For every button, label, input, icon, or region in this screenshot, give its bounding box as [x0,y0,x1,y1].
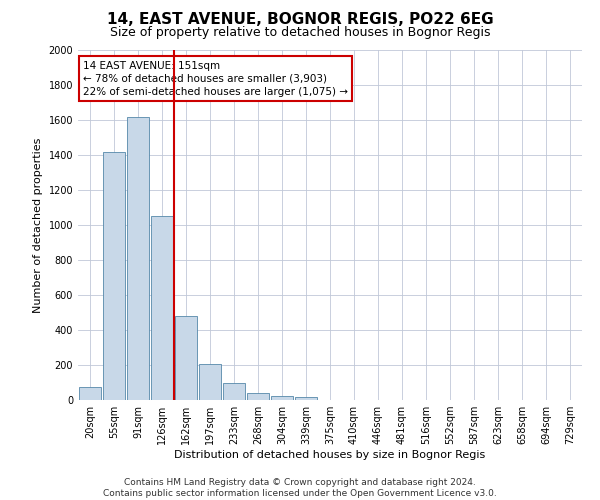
Y-axis label: Number of detached properties: Number of detached properties [33,138,43,312]
Bar [127,116,149,400]
Bar [79,387,101,400]
Bar [199,364,221,400]
Bar [271,396,293,400]
X-axis label: Distribution of detached houses by size in Bognor Regis: Distribution of detached houses by size … [175,450,485,460]
Text: Size of property relative to detached houses in Bognor Regis: Size of property relative to detached ho… [110,26,490,39]
Bar [247,393,269,400]
Text: 14, EAST AVENUE, BOGNOR REGIS, PO22 6EG: 14, EAST AVENUE, BOGNOR REGIS, PO22 6EG [107,12,493,28]
Bar [103,152,125,400]
Bar [151,216,173,400]
Bar [295,396,317,400]
Bar [223,382,245,400]
Bar [175,316,197,400]
Text: Contains HM Land Registry data © Crown copyright and database right 2024.
Contai: Contains HM Land Registry data © Crown c… [103,478,497,498]
Text: 14 EAST AVENUE: 151sqm
← 78% of detached houses are smaller (3,903)
22% of semi-: 14 EAST AVENUE: 151sqm ← 78% of detached… [83,60,348,97]
